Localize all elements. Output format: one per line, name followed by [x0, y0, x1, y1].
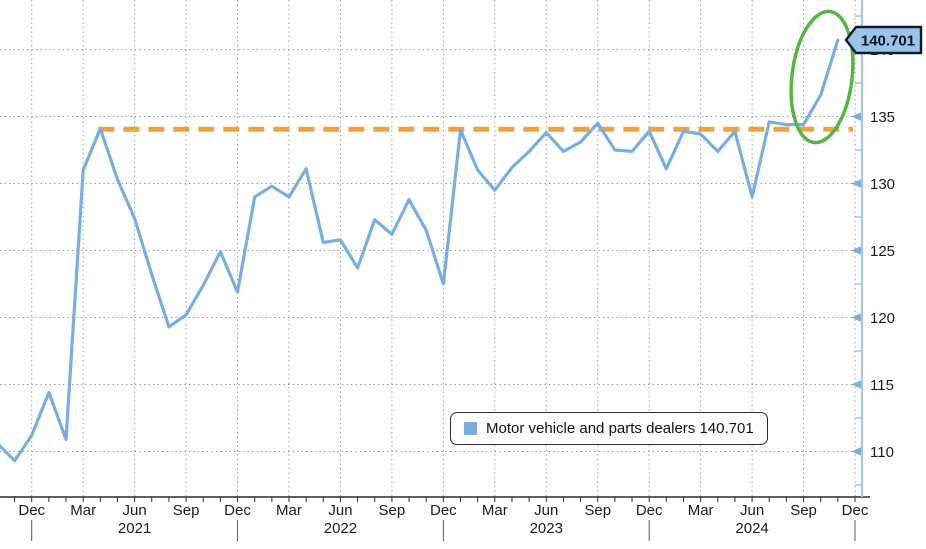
x-axis-label: Dec: [224, 502, 251, 519]
x-axis-label: Mar: [70, 502, 96, 519]
last-value-tag-text: 140.701: [861, 33, 915, 50]
x-axis-label: Sep: [173, 502, 200, 519]
x-axis-year-label: 2024: [735, 520, 768, 537]
x-axis-label: Dec: [636, 502, 663, 519]
last-value-tag-background: [844, 25, 923, 55]
y-axis-tick-arrow-icon: [851, 112, 861, 121]
y-axis-label: 125: [870, 243, 895, 260]
y-axis-label: 120: [870, 310, 895, 327]
x-axis-label: Sep: [790, 502, 817, 519]
x-axis-label: Jun: [328, 502, 352, 519]
y-axis-tick-arrow-icon: [851, 447, 861, 456]
last-value-tag: 140.701: [844, 25, 923, 55]
x-axis-label: Jun: [534, 502, 558, 519]
x-axis-label: Jun: [740, 502, 764, 519]
y-axis-tick-arrow-icon: [851, 380, 861, 389]
x-axis-label: Mar: [482, 502, 508, 519]
legend-swatch-icon: [464, 422, 477, 435]
y-axis-tick-arrow-icon: [851, 313, 861, 322]
y-axis-tick-arrow-icon: [851, 246, 861, 255]
series-line: [0, 38, 840, 463]
x-axis-label: Sep: [379, 502, 406, 519]
x-axis-label: Dec: [430, 502, 457, 519]
legend: Motor vehicle and parts dealers 140.701: [450, 412, 768, 445]
x-axis-label: Dec: [842, 502, 869, 519]
y-axis-label: 135: [870, 109, 895, 126]
y-axis-label: 130: [870, 176, 895, 193]
x-axis-label: Mar: [276, 502, 302, 519]
x-axis-label: Mar: [688, 502, 714, 519]
legend-label: Motor vehicle and parts dealers 140.701: [486, 420, 754, 437]
x-axis-year-label: 2021: [118, 520, 151, 537]
x-axis-label: Dec: [18, 502, 45, 519]
horizontal-gridlines: [0, 49, 855, 452]
x-axis-label: Jun: [123, 502, 147, 519]
x-axis: Dec Mar Jun Sep Dec Mar Jun Sep Dec Mar Jun Sep Dec M…: [0, 496, 870, 541]
y-axis-tick-arrow-icon: [851, 179, 861, 188]
y-axis-label: 110: [870, 444, 894, 461]
x-axis-year-label: 2022: [324, 520, 357, 537]
highlight-ellipse-icon: [789, 9, 855, 145]
y-axis-label: 115: [870, 377, 894, 394]
x-axis-year-label: 2023: [530, 520, 563, 537]
x-axis-label: Sep: [584, 502, 611, 519]
